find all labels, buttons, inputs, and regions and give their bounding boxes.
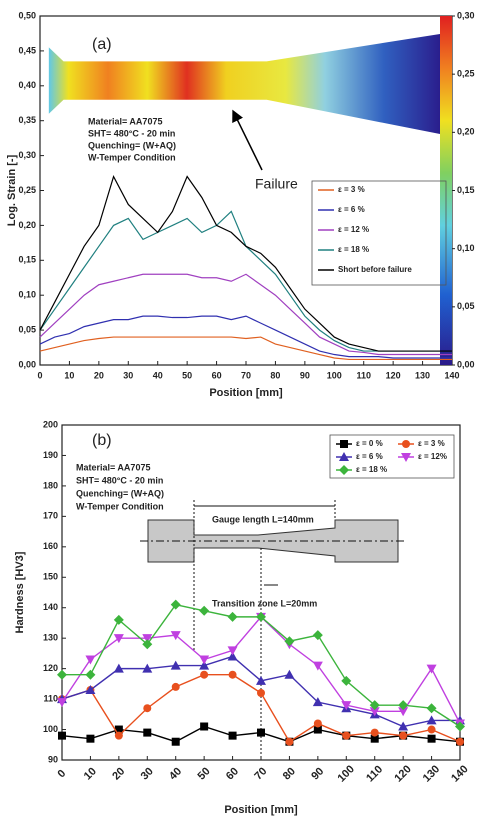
data-point (229, 732, 237, 740)
data-point (143, 704, 151, 712)
y2-tick-label: 0,25 (457, 69, 475, 79)
y-tick-label: 130 (43, 633, 58, 643)
y-tick-label: 0,45 (18, 45, 36, 55)
x-tick-label: 90 (300, 370, 310, 380)
annotation: SHT= 480°C - 20 min (88, 128, 175, 138)
x-axis-title: Position [mm] (224, 804, 298, 816)
data-point (428, 735, 436, 743)
x-tick-label: 100 (327, 370, 342, 380)
annotation: Material= AA7075 (76, 462, 150, 472)
y-tick-label: 0,40 (18, 80, 36, 90)
annotation: W-Temper Condition (88, 152, 176, 162)
legend-label: ε = 6 % (356, 452, 383, 461)
y-axis-title: Log. Strain [-] (6, 154, 18, 226)
x-tick-label: 120 (386, 370, 401, 380)
y-tick-label: 0,05 (18, 324, 36, 334)
x-tick-label: 130 (415, 370, 430, 380)
x-tick-label: 10 (64, 370, 74, 380)
legend-marker (340, 440, 348, 448)
y-tick-label: 120 (43, 663, 58, 673)
x-tick-label: 40 (153, 370, 163, 380)
data-point (115, 732, 123, 740)
y-tick-label: 0,35 (18, 115, 36, 125)
data-point (257, 689, 265, 697)
x-tick-label: 60 (212, 370, 222, 380)
legend-label: ε = 18 % (338, 245, 369, 254)
x-tick-label: 110 (356, 370, 371, 380)
data-point (172, 683, 180, 691)
data-point (257, 729, 265, 737)
x-tick-label: 20 (94, 370, 104, 380)
y-tick-label: 0,15 (18, 255, 36, 265)
data-point (229, 671, 237, 679)
annotation: Failure (255, 176, 298, 192)
x-tick-label: 140 (444, 370, 459, 380)
legend-label: ε = 12% (418, 452, 447, 461)
annotation: (a) (92, 36, 112, 53)
legend-marker (402, 440, 410, 448)
y-axis-title: Hardness [HV3] (14, 551, 26, 633)
annotation: Gauge length L=140mm (212, 514, 314, 524)
y-tick-label: 160 (43, 541, 58, 551)
y2-tick-label: 0,05 (457, 301, 475, 311)
data-point (143, 729, 151, 737)
x-tick-label: 50 (182, 370, 192, 380)
legend-label: Short before failure (338, 265, 412, 274)
legend-label: ε = 12 % (338, 225, 369, 234)
y-tick-label: 170 (43, 511, 58, 521)
x-tick-label: 0 (37, 370, 42, 380)
y-tick-label: 200 (43, 419, 58, 429)
legend-label: ε = 0 % (356, 439, 383, 448)
annotation: Quenching= (W+AQ) (88, 140, 176, 150)
legend-label: ε = 3 % (338, 185, 365, 194)
legend-label: ε = 3 % (418, 439, 445, 448)
y-tick-label: 0,20 (18, 220, 36, 230)
annotation: (b) (92, 432, 112, 449)
data-point (314, 719, 322, 727)
y-tick-label: 0,25 (18, 185, 36, 195)
y-tick-label: 180 (43, 480, 58, 490)
y2-tick-label: 0,00 (457, 359, 475, 369)
annotation: Quenching= (W+AQ) (76, 488, 164, 498)
data-point (200, 671, 208, 679)
annotation: W-Temper Condition (76, 501, 164, 511)
y-tick-label: 140 (43, 602, 58, 612)
y-tick-label: 0,30 (18, 150, 36, 160)
data-point (285, 738, 293, 746)
data-point (172, 738, 180, 746)
data-point (428, 726, 436, 734)
y-tick-label: 110 (43, 693, 58, 703)
data-point (200, 723, 208, 731)
annotation: Transition zone L=20mm (212, 598, 317, 608)
x-tick-label: 70 (241, 370, 251, 380)
y2-tick-label: 0,20 (457, 127, 475, 137)
y-tick-label: 150 (43, 572, 58, 582)
annotation: Material= AA7075 (88, 116, 162, 126)
legend-label: ε = 18 % (356, 465, 387, 474)
y-tick-label: 0,50 (18, 10, 36, 20)
y-tick-label: 0,10 (18, 290, 36, 300)
annotation: SHT= 480°C - 20 min (76, 475, 163, 485)
y2-tick-label: 0,15 (457, 185, 475, 195)
y-tick-label: 90 (48, 754, 58, 764)
data-point (342, 732, 350, 740)
data-point (86, 735, 94, 743)
x-tick-label: 30 (123, 370, 133, 380)
y-tick-label: 0,00 (18, 359, 36, 369)
x-axis-title: Position [mm] (209, 387, 283, 399)
y2-tick-label: 0,30 (457, 10, 475, 20)
data-point (371, 729, 379, 737)
data-point (456, 738, 464, 746)
data-point (58, 732, 66, 740)
y-tick-label: 190 (43, 450, 58, 460)
figure: 0,00 0,05 0,10 0,15 0,20 0,25 0,30 0,35 0,40 0,45… (0, 0, 494, 818)
legend-label: ε = 6 % (338, 205, 365, 214)
y-tick-label: 100 (43, 724, 58, 734)
y2-tick-label: 0,10 (457, 243, 475, 253)
x-tick-label: 80 (270, 370, 280, 380)
data-point (399, 732, 407, 740)
